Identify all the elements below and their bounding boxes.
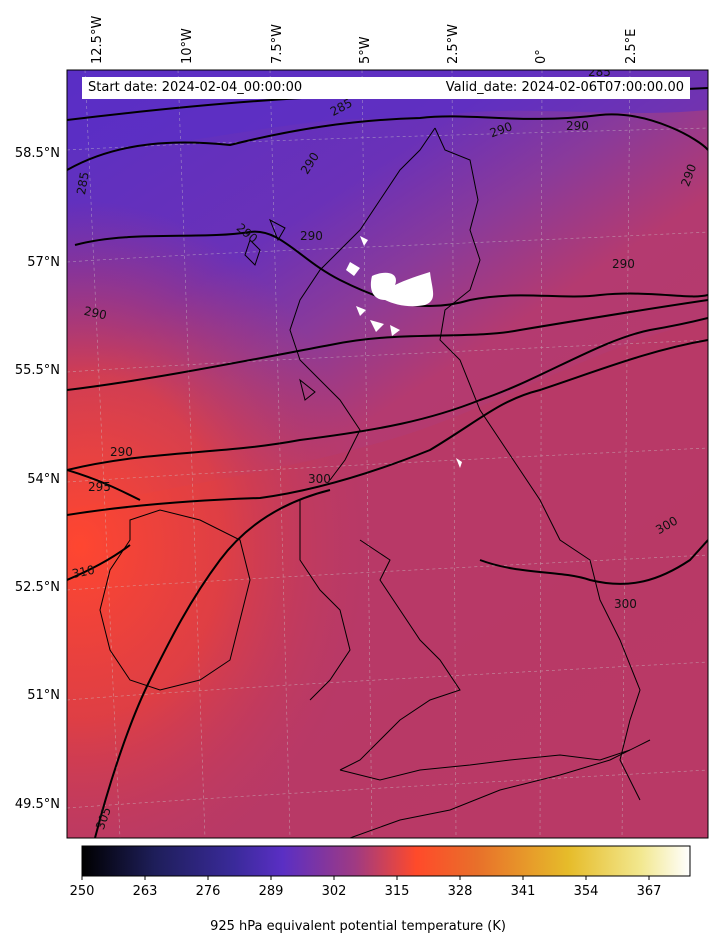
contour-label: 290 bbox=[83, 304, 108, 322]
contour-label: 290 bbox=[566, 119, 589, 133]
lat-tick-label: 49.5°N bbox=[14, 797, 60, 812]
lon-tick-label: 10°W bbox=[180, 28, 195, 64]
lon-tick-label: 2.5°E bbox=[624, 28, 639, 64]
contour-label: 290 bbox=[612, 257, 635, 271]
colorbar-tick-label: 341 bbox=[510, 884, 536, 899]
colorbar-tick-label: 250 bbox=[69, 884, 95, 899]
date-banner: Start date: 2024-02-04_00:00:00 Valid_da… bbox=[82, 77, 690, 99]
colorbar bbox=[81, 845, 691, 877]
colorbar-tick-label: 354 bbox=[573, 884, 599, 899]
contour-label: 300 bbox=[614, 597, 637, 611]
lat-tick-label: 55.5°N bbox=[14, 363, 60, 378]
contour-label: 300 bbox=[308, 472, 331, 486]
lon-tick-label: 2.5°W bbox=[446, 23, 461, 64]
contour-label-group: 285 285 285 290 290 290 290 290 290 290 … bbox=[71, 65, 700, 831]
start-date: Start date: 2024-02-04_00:00:00 bbox=[88, 80, 303, 95]
colorbar-label: 925 hPa equivalent potential temperature… bbox=[210, 919, 506, 934]
lon-tick-label: 0° bbox=[534, 49, 549, 64]
lat-tick-label: 58.5°N bbox=[14, 146, 60, 161]
contour-label: 290 bbox=[300, 229, 323, 243]
colorbar-tick-label: 315 bbox=[384, 884, 410, 899]
colorbar-tick-label: 263 bbox=[132, 884, 158, 899]
colorbar-tick-label: 328 bbox=[447, 884, 473, 899]
lat-tick-label: 51°N bbox=[27, 688, 60, 703]
contour-label: 295 bbox=[88, 480, 111, 494]
lat-tick-label: 54°N bbox=[27, 472, 60, 487]
contour-label: 290 bbox=[110, 445, 133, 459]
coastlines bbox=[99, 127, 651, 838]
lon-tick-label: 7.5°W bbox=[270, 23, 285, 64]
colorbar-tick-label: 367 bbox=[636, 884, 662, 899]
colorbar-tick-label: 289 bbox=[258, 884, 284, 899]
map-frame bbox=[66, 69, 709, 839]
colorbar-tick-label: 276 bbox=[195, 884, 221, 899]
contour-label: 285 bbox=[588, 65, 611, 79]
colorbar-tick-label: 302 bbox=[321, 884, 347, 899]
lat-tick-label: 57°N bbox=[27, 255, 60, 270]
missing-data-region bbox=[346, 236, 462, 468]
temperature-field: 285 285 285 290 290 290 290 290 290 290 … bbox=[67, 65, 708, 838]
contour-label: 285 bbox=[74, 171, 92, 196]
colorbar-ticks bbox=[81, 876, 650, 880]
lat-tick-label: 52.5°N bbox=[14, 580, 60, 595]
lon-tick-label: 12.5°W bbox=[90, 15, 105, 64]
lon-tick-label: 5°W bbox=[358, 36, 373, 64]
contour-label: 310 bbox=[71, 563, 96, 581]
valid-date: Valid_date: 2024-02-06T07:00:00.00 bbox=[445, 80, 684, 95]
